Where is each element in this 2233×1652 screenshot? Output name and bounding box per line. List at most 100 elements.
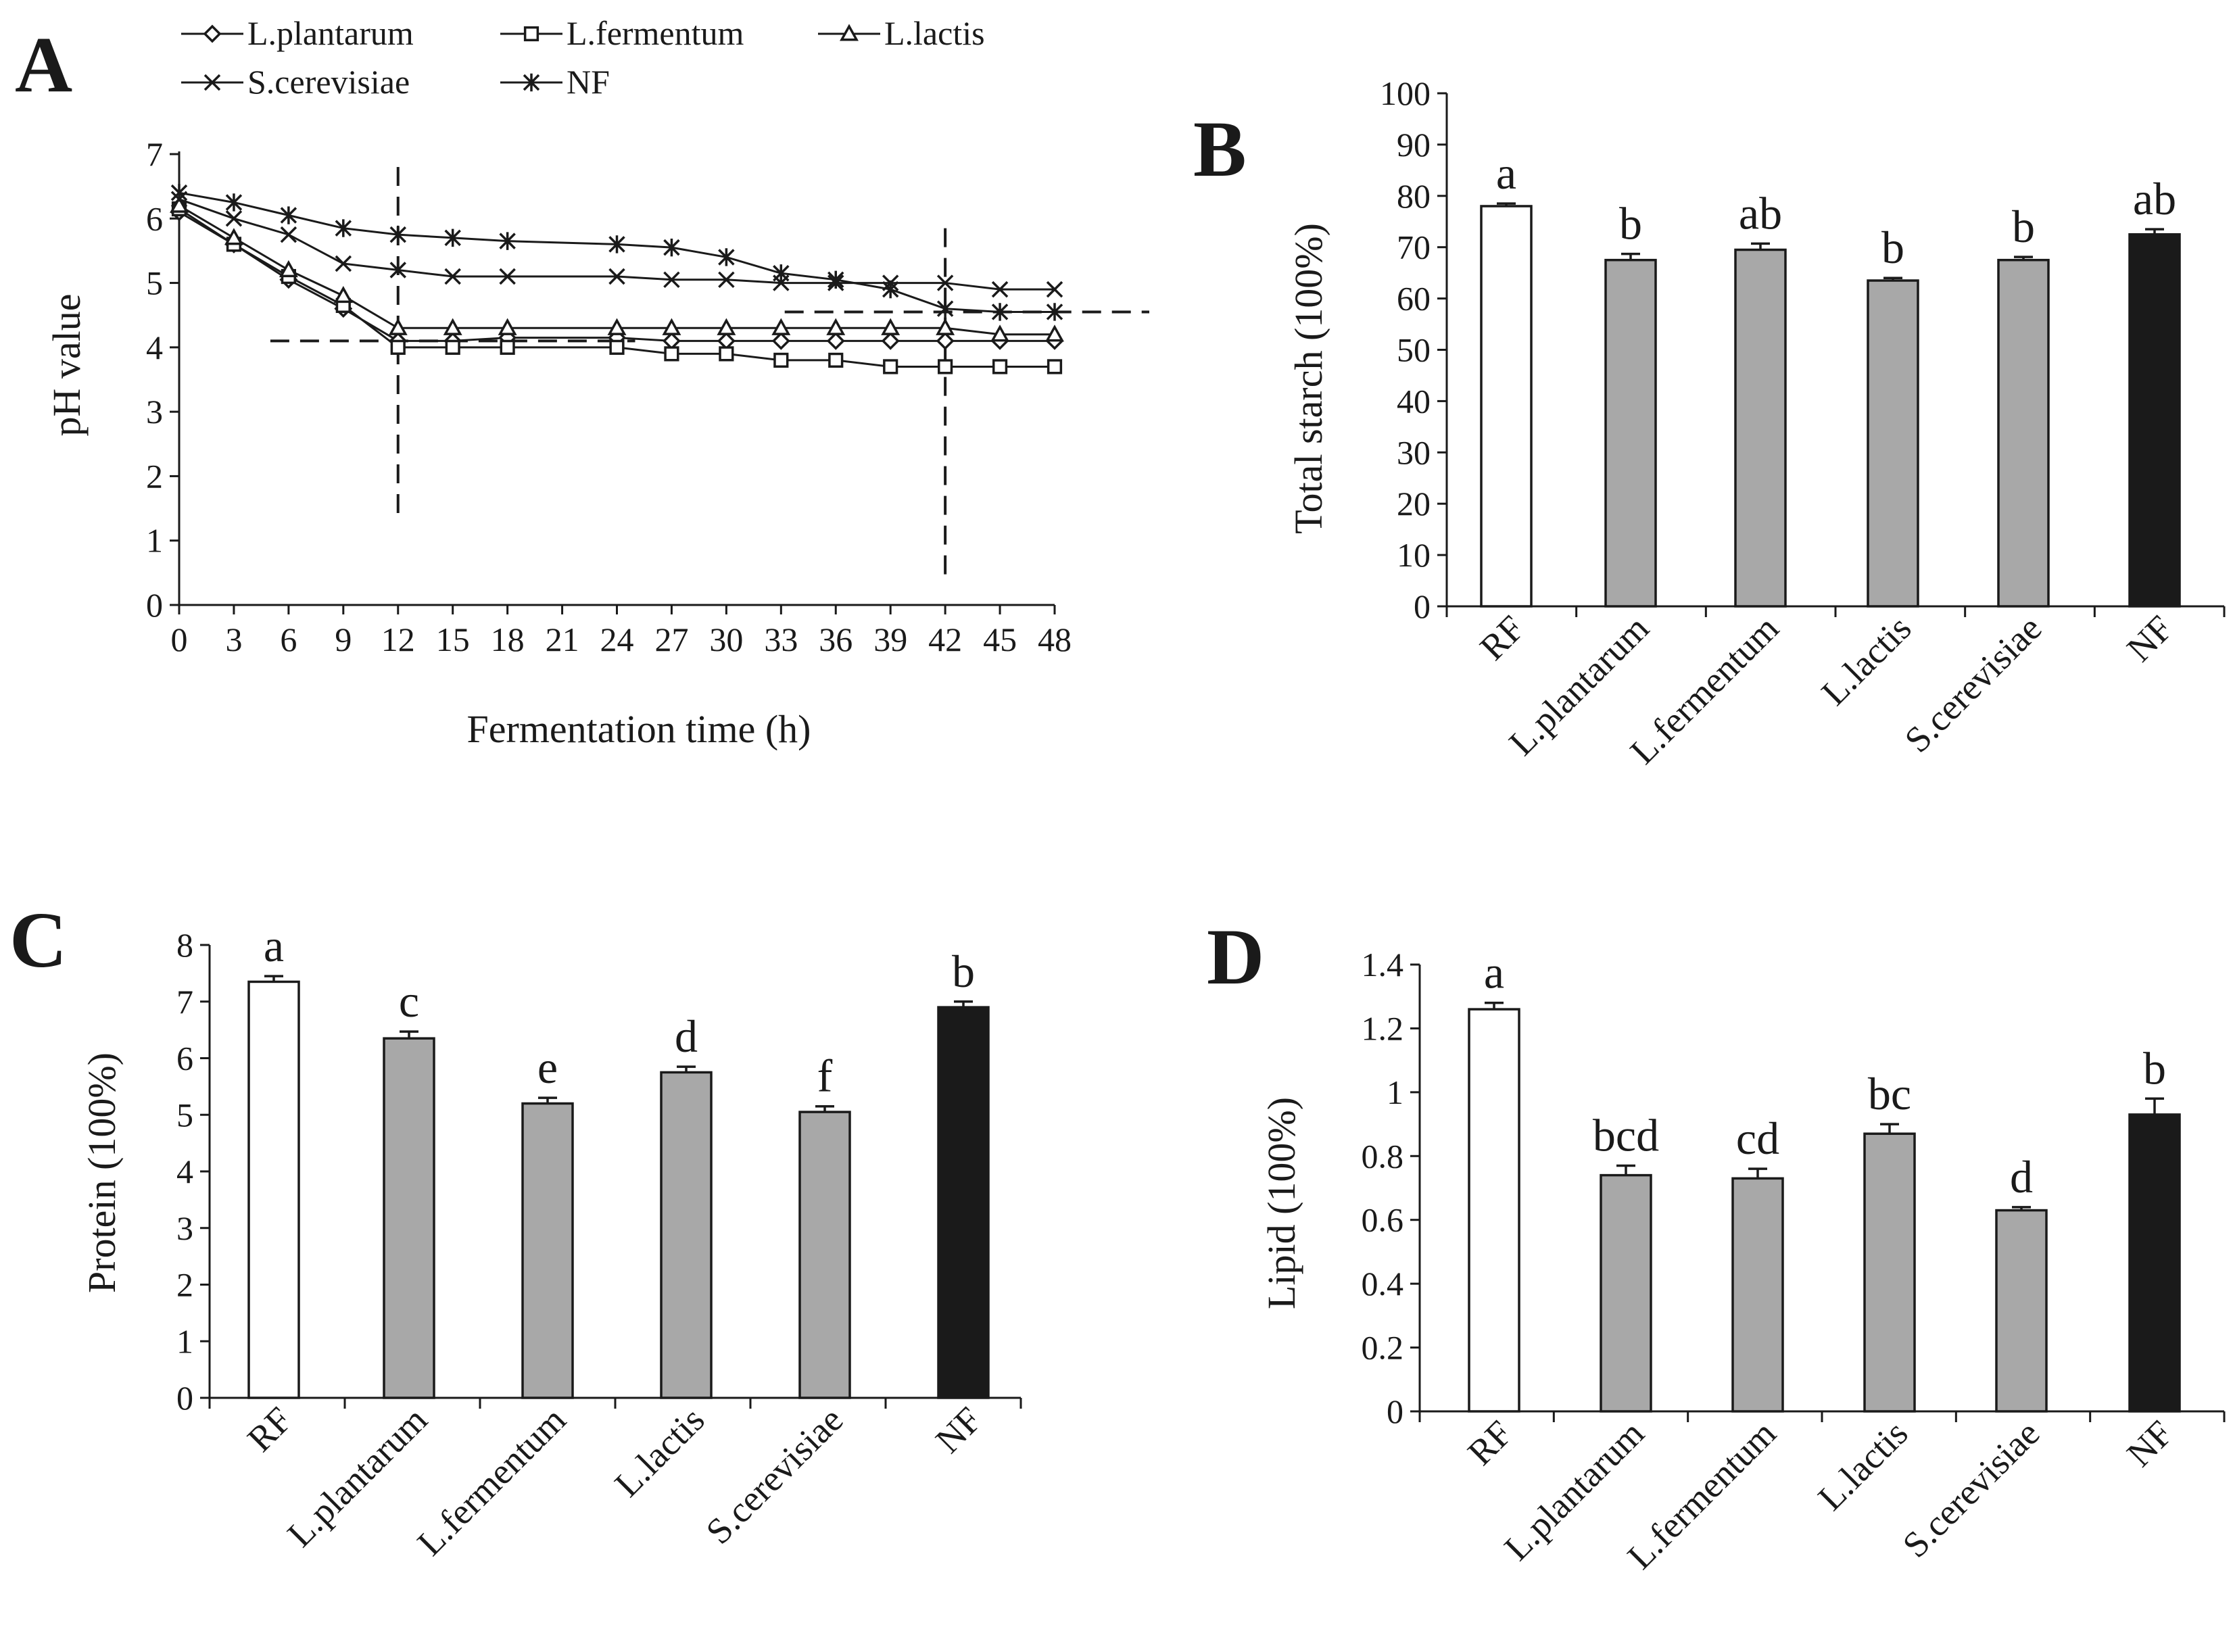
data-point [335, 255, 352, 272]
significance-label: b [1619, 198, 1642, 249]
data-point [499, 232, 516, 250]
data-point [1047, 359, 1063, 374]
y-tick-label: 0.4 [1362, 1265, 1404, 1303]
significance-label: f [817, 1050, 833, 1102]
legend-item-nf: NF [500, 63, 610, 101]
significance-label: c [399, 975, 419, 1027]
data-point [717, 318, 736, 335]
y-tick-label: 0 [1414, 587, 1431, 625]
significance-label: a [1484, 947, 1504, 998]
x-tick-label: 36 [819, 621, 853, 658]
data-point [719, 346, 734, 362]
data-point [609, 339, 625, 355]
legend-marker [203, 74, 221, 91]
data-point [992, 359, 1008, 374]
data-point [333, 286, 353, 303]
data-point [827, 270, 844, 289]
legend-marker [523, 26, 539, 42]
legend-item-l-fermentum: L.fermentum [500, 14, 744, 52]
panel-label-a: A [15, 20, 72, 109]
y-tick-label: 5 [146, 264, 163, 302]
x-tick-label: 6 [280, 621, 297, 658]
data-point [280, 226, 297, 243]
protein-bar-chart: 0 1 2 3 4 5 6 7 8 a RF c L.plantarum e L.fermentum d L.l… [176, 920, 1022, 1563]
data-point [826, 331, 845, 350]
x-tick-label: L.fermentum [410, 1399, 574, 1563]
significance-label: d [675, 1011, 698, 1062]
significance-label: b [2143, 1042, 2166, 1094]
data-point [771, 318, 791, 335]
data-point [499, 268, 516, 285]
data-point [389, 225, 406, 244]
series-line-l-lactis [178, 204, 1055, 336]
y-tick-label: 0.2 [1362, 1329, 1404, 1367]
legend: L.plantarum L.fermentum L.lactis S.cerevisi… [181, 14, 985, 101]
y-tick-label: 1 [176, 1322, 193, 1360]
y-axis-title: Lipid (100%) [1259, 1097, 1303, 1309]
data-point [881, 318, 901, 335]
data-point [936, 331, 955, 350]
y-tick-label: 100 [1380, 74, 1431, 112]
data-point [1045, 324, 1064, 342]
x-tick-label: 0 [171, 621, 188, 658]
x-tick-label: 42 [928, 621, 962, 658]
data-point [444, 228, 461, 247]
panel-a: A L.plantarum L.fermentum L.lactis S.cerevi… [15, 14, 1149, 751]
data-point [663, 271, 680, 289]
data-point [991, 281, 1009, 298]
bar-l-lactis [1863, 1132, 1916, 1413]
x-tick-label: 27 [654, 621, 688, 658]
bar-nf [937, 1006, 990, 1399]
y-axis-title: pH value [45, 294, 89, 437]
data-point [828, 352, 844, 368]
data-point [717, 331, 736, 350]
x-tick-label: 3 [225, 621, 242, 658]
data-point [280, 206, 297, 224]
x-tick-label: S.cerevisiae [1897, 608, 2050, 760]
y-tick-label: 2 [146, 457, 163, 495]
data-point [771, 331, 790, 350]
x-tick-label: NF [928, 1399, 989, 1461]
y-tick-label: 50 [1397, 331, 1431, 369]
x-tick-label: NF [2119, 1413, 2180, 1474]
significance-label: b [952, 946, 975, 997]
x-tick-label: L.lactis [1814, 608, 1919, 713]
y-tick-label: 6 [176, 1040, 193, 1077]
bar-rf [1468, 1008, 1520, 1413]
legend-label: L.fermentum [567, 14, 744, 52]
data-point [826, 318, 846, 335]
series-line-l-plantarum [178, 211, 1055, 342]
data-point [936, 274, 954, 291]
data-point [608, 235, 625, 253]
data-point [388, 318, 408, 335]
y-tick-label: 40 [1397, 382, 1431, 420]
legend-marker [203, 24, 222, 43]
y-tick-label: 30 [1397, 433, 1431, 471]
y-tick-label: 90 [1397, 126, 1431, 164]
series-line-nf [178, 191, 1055, 313]
x-tick-label: S.cerevisiae [698, 1399, 851, 1552]
x-tick-label: 30 [709, 621, 743, 658]
series-l-lactis [170, 195, 1064, 342]
data-point [170, 183, 188, 202]
series-nf [170, 183, 1063, 321]
y-tick-label: 0 [146, 586, 163, 624]
total-starch-bar-chart: 0102030405060708090100aRFbL.plantarumabL… [1380, 74, 2226, 772]
significance-label: ab [1739, 187, 1782, 239]
panel-d: D 00.20.40.60.811.21.4 aRFbcdL.plantarumc… [1207, 913, 2226, 1577]
legend-item-l-lactis: L.lactis [818, 14, 985, 52]
legend-item-s-cerevisiae: S.cerevisiae [181, 63, 410, 101]
x-tick-label: L.plantarum [279, 1399, 435, 1555]
x-axis-title: Fermentation time (h) [467, 707, 811, 751]
data-point [991, 303, 1009, 321]
data-point [883, 359, 898, 374]
y-tick-label: 4 [176, 1152, 193, 1190]
data-point [443, 318, 462, 335]
significance-label: b [2012, 201, 2035, 252]
y-tick-label: 1 [1387, 1073, 1403, 1111]
legend-label: NF [567, 63, 610, 101]
data-point [662, 331, 681, 350]
legend-item-l-plantarum: L.plantarum [181, 14, 414, 52]
